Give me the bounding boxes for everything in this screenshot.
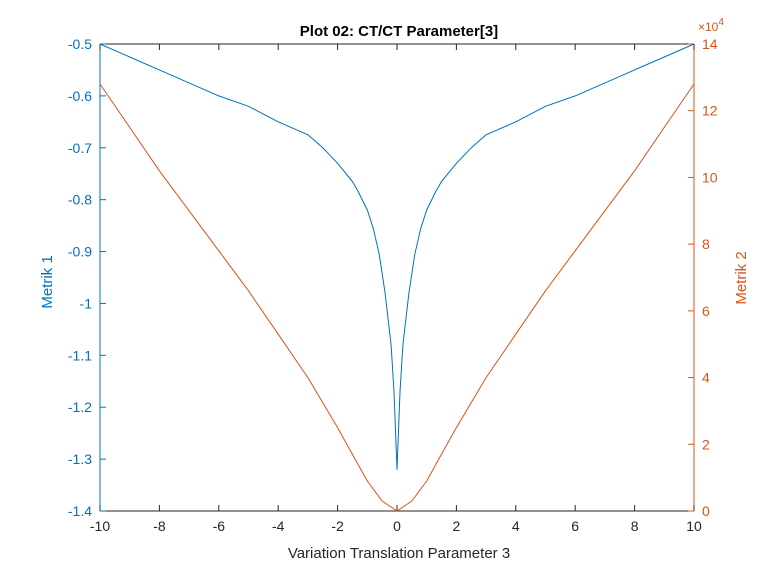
series-layer: [99, 43, 695, 512]
x-tick-label: -10: [90, 518, 110, 534]
y-left-tick-label: -1.3: [68, 451, 92, 467]
chart-title: Plot 02: CT/CT Parameter[3]: [300, 23, 498, 40]
x-tick-label: 2: [453, 518, 461, 534]
y-right-tick-label: 4: [702, 370, 710, 386]
x-axis-label: Variation Translation Parameter 3: [288, 545, 510, 562]
y-right-tick-label: 8: [702, 236, 710, 252]
tick-marks: -10 -8 -6 -4 -2 0 2 4 6 8 10-0.5-0.6-0.7-0.8-0.9-1…: [68, 36, 718, 534]
right-axis-exponent: ×104: [698, 17, 724, 34]
y-left-tick-label: -0.9: [68, 244, 92, 260]
y-left-tick-label: -1.4: [68, 503, 92, 519]
right-axis-exponent-power: 4: [718, 17, 724, 28]
x-tick-label: -6: [213, 518, 226, 534]
x-tick-label: -2: [331, 518, 344, 534]
x-tick-label: 0: [393, 518, 401, 534]
series-line-metrik-1: [99, 43, 695, 470]
x-tick-label: -8: [153, 518, 166, 534]
y-left-tick-label: -1.1: [68, 347, 92, 363]
y-left-tick-label: -1.2: [68, 399, 92, 415]
y-right-tick-label: 14: [702, 36, 718, 52]
y-right-tick-label: 12: [702, 103, 718, 119]
y-right-tick-label: 2: [702, 436, 710, 452]
y-left-tick-label: -0.7: [68, 140, 92, 156]
y-left-tick-label: -0.6: [68, 88, 92, 104]
x-tick-label: -4: [272, 518, 285, 534]
y-axis-left-label: Metrik 1: [39, 255, 56, 308]
x-tick-label: 10: [686, 518, 702, 534]
series-line-metrik-2: [99, 83, 695, 512]
x-tick-label: 6: [571, 518, 579, 534]
y-right-tick-label: 0: [702, 503, 710, 519]
x-tick-label: 4: [512, 518, 520, 534]
y-right-tick-label: 10: [702, 169, 718, 185]
x-tick-label: 8: [631, 518, 639, 534]
y-left-tick-label: -0.5: [68, 36, 92, 52]
right-axis-exponent-base: ×10: [698, 20, 719, 34]
y-right-tick-label: 6: [702, 303, 710, 319]
y-left-tick-label: -1: [80, 295, 93, 311]
y-left-tick-label: -0.8: [68, 192, 92, 208]
y-axis-right-label: Metrik 2: [733, 251, 750, 304]
